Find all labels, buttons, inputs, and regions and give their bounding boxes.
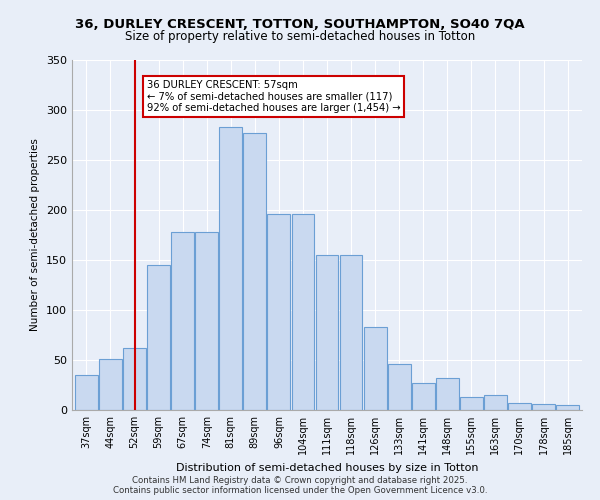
Bar: [508, 403, 531, 410]
Bar: [412, 383, 434, 410]
Bar: [123, 348, 146, 410]
Bar: [292, 214, 314, 410]
Text: 36 DURLEY CRESCENT: 57sqm
← 7% of semi-detached houses are smaller (117)
92% of : 36 DURLEY CRESCENT: 57sqm ← 7% of semi-d…: [146, 80, 400, 113]
Bar: [244, 133, 266, 410]
Bar: [195, 232, 218, 410]
Bar: [171, 232, 194, 410]
Bar: [340, 255, 362, 410]
Bar: [220, 127, 242, 410]
Bar: [556, 405, 579, 410]
Bar: [532, 404, 555, 410]
X-axis label: Distribution of semi-detached houses by size in Totton: Distribution of semi-detached houses by …: [176, 462, 478, 472]
Bar: [388, 364, 410, 410]
Text: Size of property relative to semi-detached houses in Totton: Size of property relative to semi-detach…: [125, 30, 475, 43]
Bar: [484, 395, 507, 410]
Bar: [75, 375, 98, 410]
Bar: [316, 255, 338, 410]
Bar: [460, 397, 483, 410]
Y-axis label: Number of semi-detached properties: Number of semi-detached properties: [31, 138, 40, 332]
Bar: [268, 214, 290, 410]
Text: 36, DURLEY CRESCENT, TOTTON, SOUTHAMPTON, SO40 7QA: 36, DURLEY CRESCENT, TOTTON, SOUTHAMPTON…: [75, 18, 525, 30]
Bar: [436, 378, 459, 410]
Bar: [147, 265, 170, 410]
Bar: [99, 359, 122, 410]
Bar: [364, 327, 386, 410]
Text: Contains HM Land Registry data © Crown copyright and database right 2025.
Contai: Contains HM Land Registry data © Crown c…: [113, 476, 487, 495]
